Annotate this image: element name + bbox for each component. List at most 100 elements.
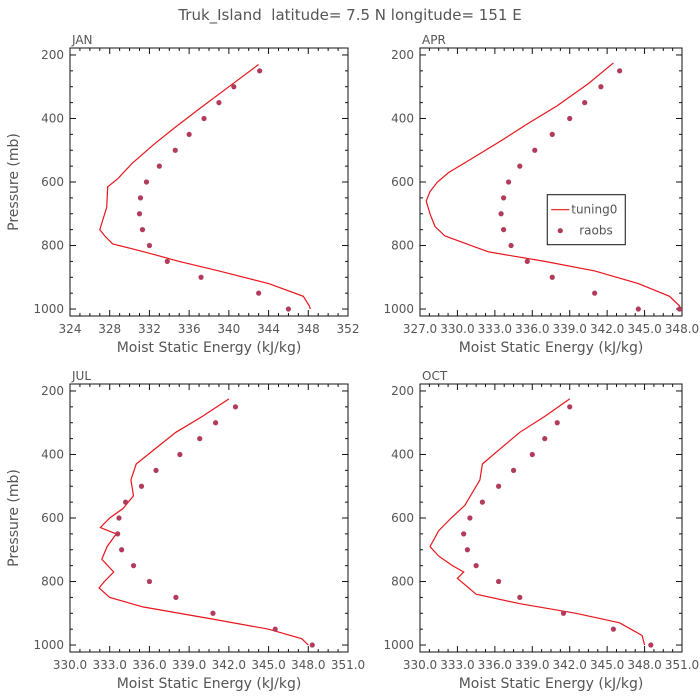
obs-point <box>505 179 512 185</box>
x-tick-label: 351.0 <box>665 658 699 672</box>
obs-point <box>567 404 573 410</box>
x-tick-label: 342.0 <box>553 658 587 672</box>
obs-point <box>554 420 560 426</box>
obs-point <box>177 451 183 458</box>
obs-point <box>496 578 502 585</box>
legend-model-label: tuning0 <box>571 203 617 217</box>
obs-point <box>467 515 473 521</box>
x-tick-label: 348 <box>297 322 320 336</box>
obs-point <box>524 258 530 264</box>
obs-point <box>139 227 146 233</box>
obs-point <box>153 467 159 473</box>
obs-point <box>542 436 548 442</box>
x-tick-label: 332 <box>138 322 161 336</box>
obs-point <box>130 563 137 569</box>
legend-dot-swatch <box>557 228 563 234</box>
y-tick-label: 800 <box>391 575 414 589</box>
obs-point <box>635 306 641 312</box>
obs-point <box>232 404 239 410</box>
y-tick-label: 400 <box>41 111 64 125</box>
panels-group: JAN 324 328 332 336 340 344 348 352 200 400 600 800 1… <box>6 33 699 692</box>
obs-point <box>257 68 263 74</box>
obs-point <box>529 451 535 458</box>
obs-point <box>201 115 207 122</box>
obs-point <box>517 594 523 600</box>
obs-point <box>256 290 262 296</box>
obs-point <box>285 306 292 312</box>
panel-jan: JAN 324 328 332 336 340 344 348 352 200 400 600 800 1… <box>6 33 359 356</box>
x-axis-label: Moist Static Energy (kJ/kg) <box>117 676 302 692</box>
obs-point <box>676 306 683 312</box>
x-tick-label: 342.0 <box>212 658 246 672</box>
x-tick-label: 344 <box>257 322 280 336</box>
obs-point <box>115 531 121 537</box>
y-tick-label: 400 <box>41 447 64 461</box>
obs-point <box>510 467 517 473</box>
x-tick-label: 352 <box>337 322 360 336</box>
y-tick-label: 1000 <box>383 302 414 316</box>
legend: tuning0 raobs <box>546 194 626 246</box>
obs-point <box>560 610 567 616</box>
obs-point <box>648 642 654 648</box>
panel-title: APR <box>422 33 446 47</box>
x-tick-label: 333.0 <box>93 658 127 672</box>
x-tick-label: 351.0 <box>331 658 365 672</box>
obs-point <box>213 420 219 426</box>
obs-point <box>473 563 479 569</box>
legend-box <box>546 194 626 246</box>
x-tick-label: 336.0 <box>515 322 549 336</box>
y-tick-label: 1000 <box>383 638 414 652</box>
legend-obs-label: raobs <box>579 224 613 238</box>
obs-point <box>172 147 178 153</box>
obs-point <box>143 179 150 185</box>
x-tick-label: 333.0 <box>478 322 512 336</box>
x-tick-label: 328 <box>98 322 121 336</box>
y-tick-label: 1000 <box>33 302 64 316</box>
x-tick-label: 333.0 <box>440 658 474 672</box>
obs-point <box>186 131 192 137</box>
panel-title: OCT <box>422 369 448 383</box>
y-tick-label: 400 <box>391 111 414 125</box>
obs-point <box>549 131 555 137</box>
x-tick-label: 340 <box>217 322 240 336</box>
obs-point <box>567 115 573 122</box>
plot-frame <box>419 383 683 653</box>
obs-point <box>136 211 143 217</box>
obs-point <box>116 515 122 521</box>
x-tick-label: 348.0 <box>291 658 325 672</box>
obs-point <box>598 84 604 90</box>
obs-point <box>461 531 467 537</box>
obs-point <box>592 290 598 296</box>
x-tick-label: 348.0 <box>627 658 661 672</box>
y-tick-label: 200 <box>41 384 64 398</box>
obs-point <box>146 578 153 585</box>
x-axis-label: Moist Static Energy (kJ/kg) <box>459 676 644 692</box>
x-tick-label: 330.0 <box>403 658 437 672</box>
obs-point <box>137 195 144 201</box>
obs-point <box>617 68 623 74</box>
obs-point <box>479 499 485 505</box>
x-tick-label: 336 <box>178 322 201 336</box>
series-line-tuning0 <box>425 62 682 310</box>
obs-point <box>496 483 502 489</box>
obs-point <box>508 242 514 249</box>
plot-frame <box>69 383 349 653</box>
obs-point <box>498 211 504 217</box>
series-line-tuning0 <box>99 64 311 310</box>
obs-point <box>210 610 216 616</box>
x-tick-label: 324 <box>59 322 82 336</box>
y-tick-label: 800 <box>41 239 64 253</box>
obs-point <box>164 258 170 264</box>
figure-title: Truk_Island latitude= 7.5 N longitude= 1… <box>177 6 521 25</box>
obs-point <box>549 274 555 280</box>
x-axis-label: Moist Static Energy (kJ/kg) <box>459 340 644 356</box>
y-tick-label: 600 <box>391 511 414 525</box>
obs-point <box>119 547 125 553</box>
obs-point <box>500 227 507 233</box>
y-tick-label: 800 <box>391 239 414 253</box>
y-tick-label: 600 <box>41 175 64 189</box>
obs-point <box>309 642 315 648</box>
y-tick-label: 1000 <box>33 638 64 652</box>
y-tick-label: 600 <box>391 175 414 189</box>
